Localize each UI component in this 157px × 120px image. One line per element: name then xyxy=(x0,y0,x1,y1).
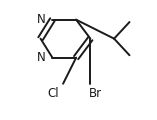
Text: N: N xyxy=(37,51,46,64)
Text: Br: Br xyxy=(89,87,102,100)
Text: Cl: Cl xyxy=(48,87,59,100)
Text: N: N xyxy=(37,13,46,26)
